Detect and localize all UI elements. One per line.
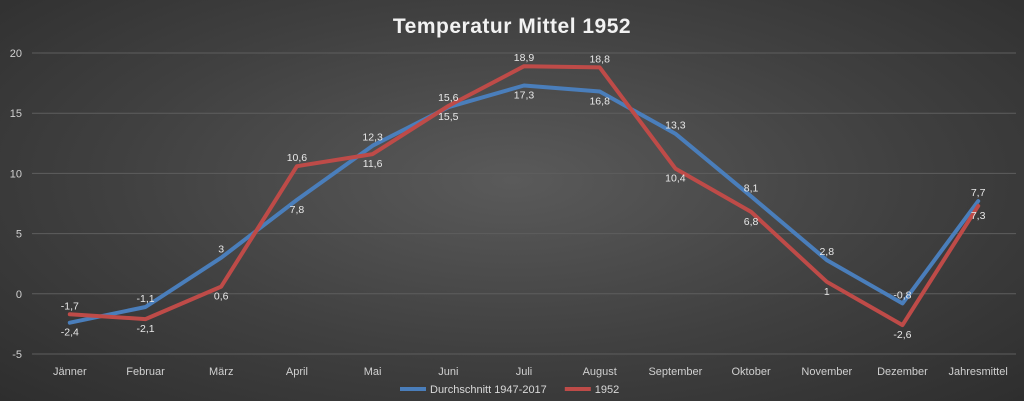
y-tick-label: 0 [16,289,22,301]
x-tick-label: Juli [516,366,533,378]
data-label: 18,9 [514,52,535,64]
x-tick-label: März [209,366,233,378]
data-label: 10,4 [665,173,686,185]
chart-title: Temperatur Mittel 1952 [393,15,631,38]
y-tick-label: -5 [12,349,22,361]
x-tick-label: April [286,366,308,378]
x-axis-ticks: Jänner Februar März April Mai Juni Juli August S… [53,366,1008,378]
x-tick-label: Juni [438,366,458,378]
series-lines [67,64,981,328]
data-label: -2,4 [61,327,79,339]
data-label: 8,1 [744,182,759,194]
x-tick-label: Oktober [732,366,771,378]
data-label: -2,6 [893,329,911,341]
series-line-1 [67,64,981,328]
data-label: 17,3 [514,90,535,102]
data-label: 0,6 [214,291,229,303]
data-label: 13,3 [665,120,686,132]
x-tick-label: September [648,366,702,378]
gridlines [32,52,1016,355]
data-label: 18,8 [589,53,610,65]
data-label: 6,8 [744,216,759,228]
data-label: 10,6 [287,152,308,164]
data-label: 7,3 [971,210,986,222]
legend-label: Durchschnitt 1947-2017 [430,384,547,396]
y-tick-label: 5 [16,229,22,241]
data-label: -1,1 [136,293,154,305]
y-tick-label: 20 [10,48,22,60]
series-line-0 [67,83,981,325]
data-label: 1 [824,286,830,298]
data-label: -2,1 [136,323,154,335]
x-tick-label: November [801,366,852,378]
legend-label: 1952 [595,384,619,396]
data-label: -0,8 [893,289,911,301]
x-tick-label: Jahresmittel [949,366,1008,378]
data-label: 2,8 [819,246,834,258]
x-tick-label: Jänner [53,366,87,378]
data-label: 7,7 [971,187,986,199]
data-label: 12,3 [362,132,383,144]
data-labels: -2,4-1,137,812,315,517,316,813,38,12,8-0… [61,52,986,341]
data-label: 11,6 [363,158,383,170]
y-tick-label: 15 [10,108,22,120]
x-tick-label: Dezember [877,366,928,378]
data-label: 16,8 [589,96,610,108]
x-tick-label: Februar [126,366,165,378]
data-label: 3 [218,244,224,256]
x-tick-label: August [583,366,617,378]
data-label: 7,8 [290,204,305,216]
data-label: 15,6 [438,92,459,104]
legend: Durchschnitt 1947-2017 1952 [400,384,619,396]
x-tick-label: Mai [364,366,382,378]
data-label: -1,7 [61,300,79,312]
y-axis-ticks: -5 0 5 10 15 20 [10,48,22,361]
y-tick-label: 10 [10,168,22,180]
data-label: 15,5 [438,111,459,123]
